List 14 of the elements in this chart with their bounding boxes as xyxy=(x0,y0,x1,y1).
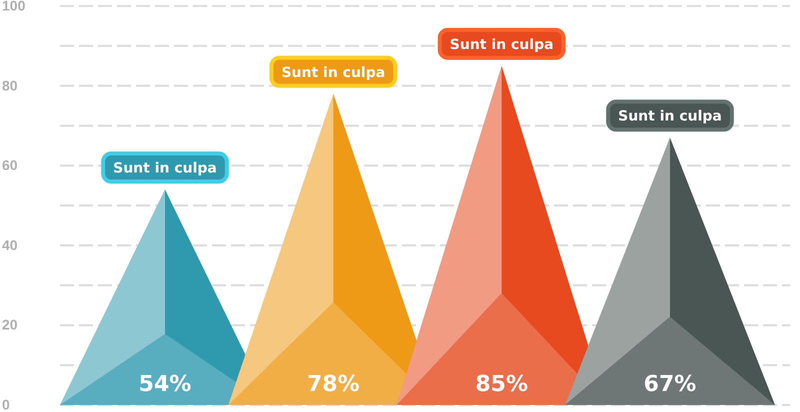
annotation: Sunt in culpa xyxy=(450,36,554,53)
data-label: 78% xyxy=(306,372,360,397)
y-tick-label: 80 xyxy=(2,77,18,94)
data-label: 85% xyxy=(475,372,528,397)
y-tick-label: 100 xyxy=(2,0,26,14)
data-label: 54% xyxy=(138,372,192,397)
y-tick-label: 0 xyxy=(2,396,10,412)
y-tick-label: 40 xyxy=(2,236,18,253)
data-label: 67% xyxy=(644,372,696,397)
annotation: Sunt in culpa xyxy=(113,160,217,177)
annotation: Sunt in culpa xyxy=(618,108,722,125)
annotation: Sunt in culpa xyxy=(281,64,386,81)
y-tick-label: 20 xyxy=(2,316,18,333)
y-tick-label: 60 xyxy=(2,157,18,174)
